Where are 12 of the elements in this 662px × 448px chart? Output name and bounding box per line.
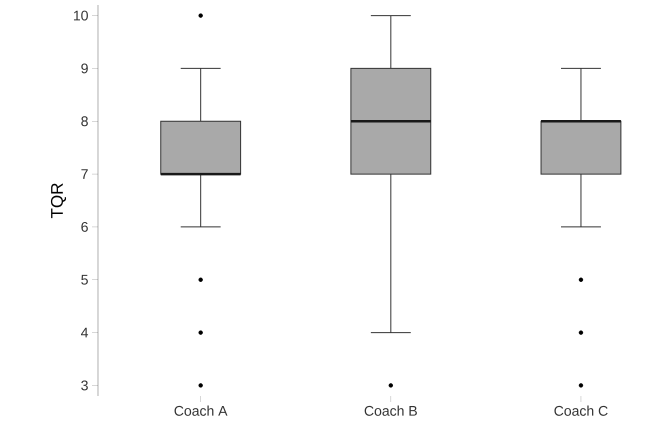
y-tick-label: 10	[74, 10, 88, 21]
y-tick-label: 6	[81, 222, 88, 232]
y-tick-label: 3	[81, 380, 88, 390]
y-axis-title: TQR	[50, 183, 66, 218]
y-tick-label: 8	[81, 116, 88, 126]
x-tick-label: Coach A	[174, 406, 228, 416]
x-tick-label: Coach B	[364, 406, 417, 416]
x-tick-label: Coach C	[554, 406, 608, 416]
y-tick-label: 4	[80, 328, 88, 338]
y-tick-label: 5	[81, 274, 88, 285]
y-tick-label: 9	[81, 63, 88, 74]
y-tick-label: 7	[81, 169, 88, 179]
